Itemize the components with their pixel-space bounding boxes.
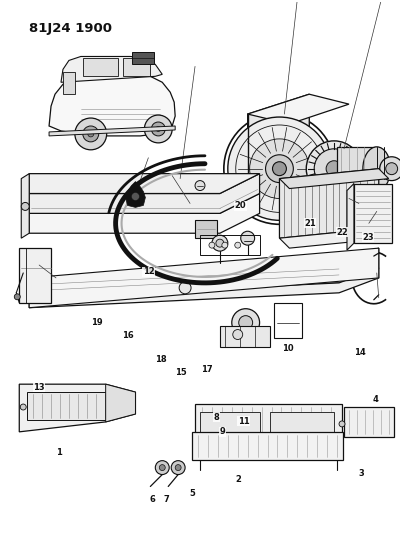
Circle shape	[339, 421, 345, 427]
Polygon shape	[248, 94, 349, 124]
Text: 2: 2	[235, 475, 241, 484]
Text: 1: 1	[56, 448, 62, 457]
Bar	[269, 412, 334, 434]
Circle shape	[233, 329, 243, 340]
Text: 19: 19	[91, 318, 103, 327]
Circle shape	[132, 192, 140, 200]
Text: 11: 11	[238, 417, 249, 425]
Polygon shape	[29, 174, 259, 193]
Circle shape	[88, 131, 94, 137]
Circle shape	[216, 239, 224, 247]
Bar	[344, 407, 394, 437]
Polygon shape	[126, 182, 146, 207]
Ellipse shape	[363, 147, 391, 190]
Circle shape	[195, 181, 205, 190]
Polygon shape	[347, 183, 354, 250]
Bar	[220, 326, 269, 348]
Text: 15: 15	[175, 368, 186, 377]
Circle shape	[212, 235, 228, 251]
Circle shape	[386, 163, 398, 175]
Circle shape	[314, 149, 354, 189]
Circle shape	[171, 461, 185, 474]
Text: 5: 5	[190, 489, 195, 497]
Circle shape	[155, 461, 169, 474]
Bar	[195, 404, 342, 439]
Bar	[200, 235, 259, 255]
Polygon shape	[279, 168, 379, 238]
Text: 6: 6	[150, 495, 156, 504]
Circle shape	[250, 139, 309, 198]
Circle shape	[232, 309, 259, 336]
Bar	[83, 59, 117, 76]
Bar	[354, 183, 392, 243]
Circle shape	[380, 157, 401, 181]
Circle shape	[20, 404, 26, 410]
Polygon shape	[29, 193, 259, 233]
Circle shape	[14, 294, 20, 300]
Bar	[195, 220, 217, 238]
Bar	[63, 72, 75, 94]
Text: 13: 13	[33, 383, 45, 392]
Bar	[19, 248, 51, 303]
Bar	[274, 303, 302, 337]
Polygon shape	[49, 126, 175, 136]
Text: 4: 4	[373, 395, 379, 405]
Text: 22: 22	[336, 228, 348, 237]
Circle shape	[241, 231, 255, 245]
Circle shape	[222, 242, 228, 248]
Polygon shape	[248, 94, 309, 213]
Circle shape	[265, 155, 294, 183]
Circle shape	[209, 242, 215, 248]
Circle shape	[179, 282, 191, 294]
Polygon shape	[61, 56, 162, 82]
Bar	[123, 59, 150, 76]
Text: 21: 21	[304, 219, 316, 228]
Polygon shape	[49, 74, 175, 136]
Text: 8: 8	[214, 413, 219, 422]
Text: 14: 14	[354, 348, 366, 357]
Circle shape	[326, 161, 342, 176]
Circle shape	[159, 465, 165, 471]
Text: 10: 10	[282, 344, 294, 353]
Polygon shape	[105, 384, 136, 422]
Text: 7: 7	[164, 495, 170, 504]
Polygon shape	[29, 248, 379, 308]
Polygon shape	[29, 174, 259, 213]
Bar	[132, 52, 154, 64]
Text: 81J24 1900: 81J24 1900	[29, 22, 112, 35]
Polygon shape	[279, 228, 389, 248]
Text: 16: 16	[122, 331, 134, 340]
Circle shape	[21, 203, 29, 211]
Polygon shape	[279, 168, 389, 189]
Polygon shape	[29, 248, 379, 298]
Text: 23: 23	[362, 233, 374, 242]
Bar	[337, 147, 375, 190]
Circle shape	[273, 161, 286, 176]
Polygon shape	[19, 384, 136, 432]
Polygon shape	[29, 268, 379, 308]
Text: 12: 12	[143, 267, 155, 276]
Polygon shape	[21, 174, 29, 238]
Text: 20: 20	[235, 201, 246, 210]
Circle shape	[151, 122, 165, 136]
Circle shape	[83, 126, 99, 142]
Circle shape	[156, 126, 161, 132]
Circle shape	[235, 242, 241, 248]
Circle shape	[228, 117, 331, 220]
Text: 18: 18	[155, 354, 166, 364]
Text: 17: 17	[200, 365, 212, 374]
Bar	[27, 392, 111, 420]
Circle shape	[175, 465, 181, 471]
Circle shape	[144, 115, 172, 143]
Text: 9: 9	[219, 427, 225, 436]
Circle shape	[306, 141, 362, 197]
Circle shape	[75, 118, 107, 150]
Text: 3: 3	[359, 470, 365, 479]
Bar	[192, 432, 343, 459]
Polygon shape	[248, 114, 309, 213]
Bar	[200, 412, 259, 434]
Circle shape	[239, 316, 253, 329]
